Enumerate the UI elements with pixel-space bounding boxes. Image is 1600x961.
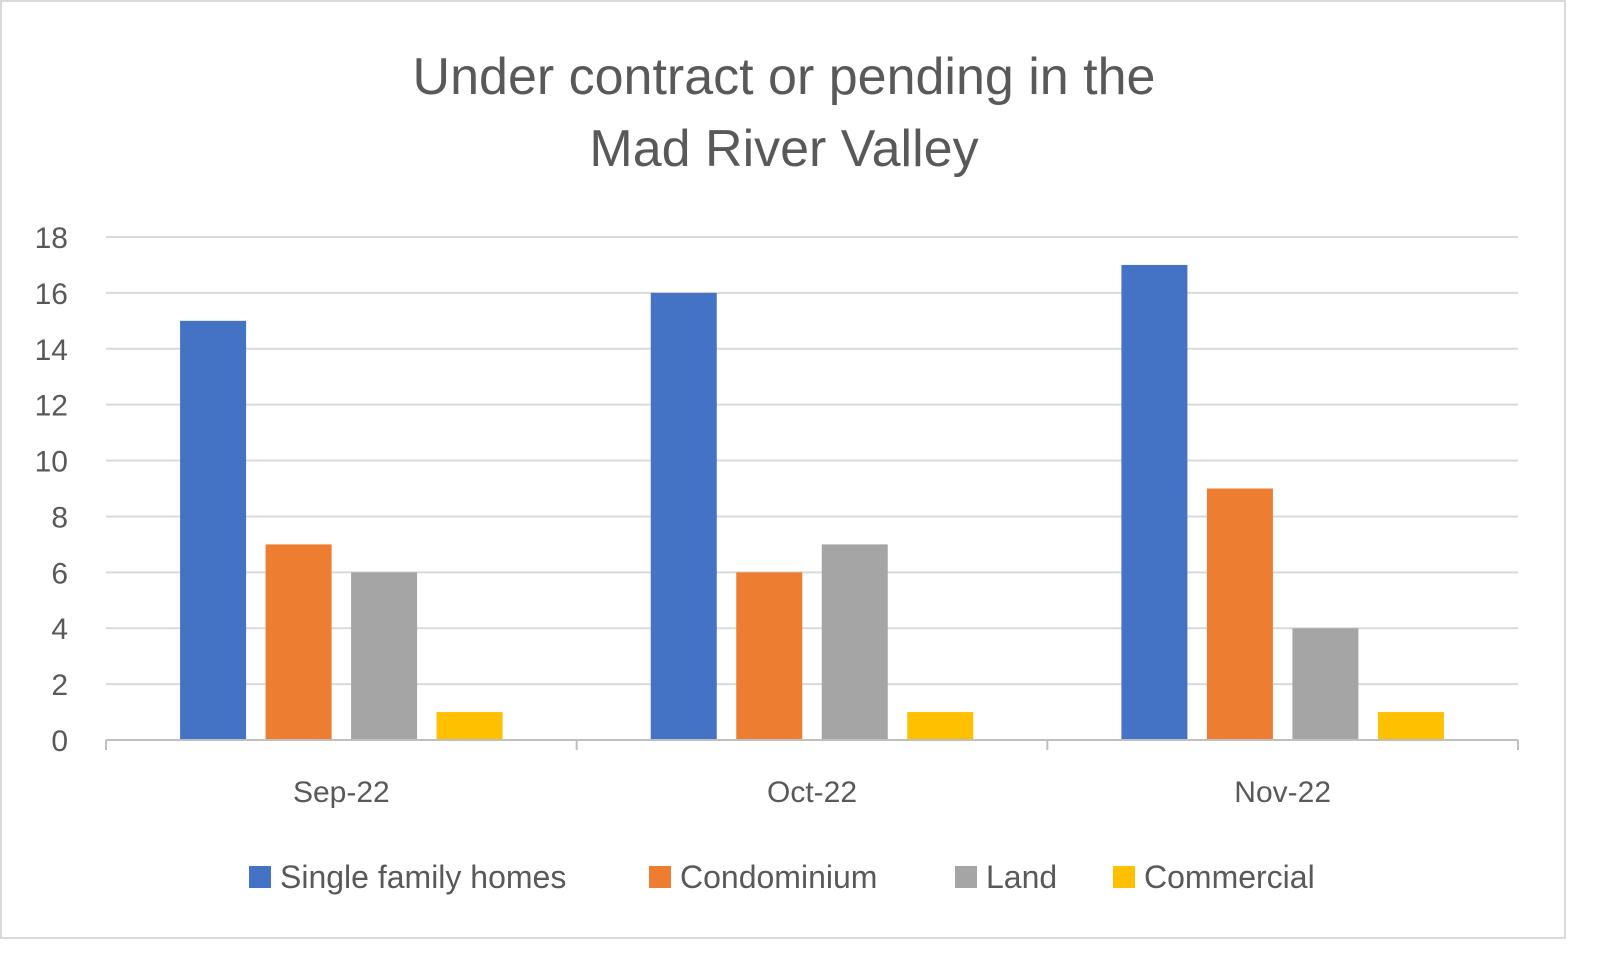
y-tick-label: 4 <box>51 613 68 646</box>
bar <box>907 712 974 740</box>
bar <box>1206 488 1273 740</box>
bar <box>436 712 503 740</box>
legend-label: Condominium <box>680 859 877 895</box>
y-tick-label: 0 <box>51 725 68 758</box>
y-tick-label: 10 <box>35 446 68 479</box>
legend-swatch <box>955 866 977 888</box>
y-tick-label: 8 <box>51 501 68 534</box>
chart-title-line-2: Mad River Valley <box>589 120 978 178</box>
y-tick-label: 18 <box>35 222 68 255</box>
bar <box>1292 628 1359 740</box>
y-tick-label: 2 <box>51 669 68 702</box>
x-tick-label: Nov-22 <box>1234 776 1331 809</box>
legend: Single family homes Condominium Land Commer… <box>249 859 1315 895</box>
bars <box>180 264 1444 740</box>
bar <box>1121 264 1188 740</box>
legend-swatch <box>249 866 271 888</box>
legend-swatch <box>1113 866 1135 888</box>
bar <box>1377 712 1444 740</box>
bar <box>351 572 418 740</box>
x-tick-label: Oct-22 <box>767 776 857 809</box>
chart-frame <box>0 0 1566 939</box>
y-tick-label: 6 <box>51 557 68 590</box>
gridlines <box>106 236 1518 686</box>
y-axis-ticks: 0 2 4 6 8 10 12 14 16 18 <box>35 222 68 758</box>
y-tick-label: 12 <box>35 390 68 423</box>
legend-swatch <box>649 866 671 888</box>
x-tick-label: Sep-22 <box>293 776 390 809</box>
legend-label: Single family homes <box>280 859 566 895</box>
bar <box>265 544 332 740</box>
bar-chart: Under contract or pending in the Mad Riv… <box>35 48 1519 895</box>
bar <box>650 292 717 740</box>
bar <box>180 320 247 740</box>
y-tick-label: 16 <box>35 278 68 311</box>
chart-title-line-1: Under contract or pending in the <box>413 48 1156 106</box>
legend-label: Commercial <box>1144 859 1315 895</box>
bar <box>821 544 888 740</box>
legend-label: Land <box>986 859 1057 895</box>
x-axis-ticks: Sep-22 Oct-22 Nov-22 <box>293 776 1331 809</box>
bar <box>736 572 803 740</box>
y-tick-label: 14 <box>35 334 68 367</box>
x-axis <box>105 739 1519 750</box>
